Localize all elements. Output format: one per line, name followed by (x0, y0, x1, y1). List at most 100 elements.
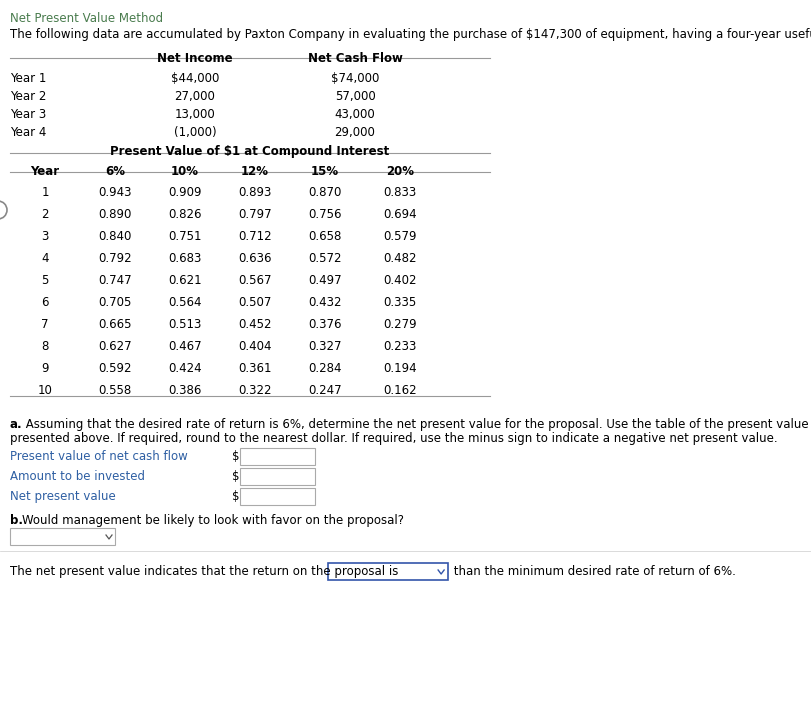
Text: 0.335: 0.335 (384, 296, 417, 309)
Text: than the minimum desired rate of return of 6%.: than the minimum desired rate of return … (450, 565, 736, 578)
Text: 0.792: 0.792 (98, 252, 132, 265)
Text: 0.452: 0.452 (238, 318, 272, 331)
Text: Year 3: Year 3 (10, 108, 46, 121)
Text: $74,000: $74,000 (331, 72, 380, 85)
Text: $44,000: $44,000 (171, 72, 219, 85)
Text: 0.870: 0.870 (308, 186, 341, 199)
Text: presented above. If required, round to the nearest dollar. If required, use the : presented above. If required, round to t… (10, 432, 778, 445)
Text: 0.513: 0.513 (169, 318, 202, 331)
Text: 0.284: 0.284 (308, 362, 341, 375)
Text: 29,000: 29,000 (335, 126, 375, 139)
Bar (240, 448, 315, 465)
Text: 0.233: 0.233 (384, 340, 417, 353)
Text: Year 2: Year 2 (10, 90, 46, 103)
Text: 0.322: 0.322 (238, 384, 272, 397)
Text: 15%: 15% (311, 165, 339, 178)
Text: 0.247: 0.247 (308, 384, 341, 397)
Text: 10%: 10% (171, 165, 199, 178)
Text: 9: 9 (41, 362, 49, 375)
Text: 0.567: 0.567 (238, 274, 272, 287)
Text: Present value of net cash flow: Present value of net cash flow (10, 450, 188, 463)
Text: 0.833: 0.833 (384, 186, 417, 199)
Text: 0.705: 0.705 (98, 296, 131, 309)
Text: 0.361: 0.361 (238, 362, 272, 375)
Text: Year 1: Year 1 (10, 72, 46, 85)
Text: 3: 3 (41, 230, 49, 243)
Text: 0.909: 0.909 (168, 186, 202, 199)
Text: 0.893: 0.893 (238, 186, 272, 199)
Text: 0.279: 0.279 (383, 318, 417, 331)
Text: 0.658: 0.658 (308, 230, 341, 243)
Text: $: $ (232, 490, 239, 503)
Text: Net Present Value Method: Net Present Value Method (10, 12, 163, 25)
Text: 0.558: 0.558 (98, 384, 131, 397)
Text: 12%: 12% (241, 165, 269, 178)
Text: 6: 6 (41, 296, 49, 309)
Text: 0.402: 0.402 (384, 274, 417, 287)
Text: 0.376: 0.376 (308, 318, 341, 331)
Text: 0.579: 0.579 (384, 230, 417, 243)
Bar (240, 488, 315, 505)
Text: 2: 2 (41, 208, 49, 221)
Text: 0.467: 0.467 (168, 340, 202, 353)
Text: 0.592: 0.592 (98, 362, 131, 375)
Text: 0.826: 0.826 (168, 208, 202, 221)
Text: 0.943: 0.943 (98, 186, 131, 199)
Text: 6%: 6% (105, 165, 125, 178)
Text: 0.194: 0.194 (383, 362, 417, 375)
Text: 7: 7 (41, 318, 49, 331)
Text: 8: 8 (41, 340, 49, 353)
Text: 0.665: 0.665 (98, 318, 131, 331)
Text: 0.683: 0.683 (169, 252, 202, 265)
Text: 5: 5 (41, 274, 49, 287)
Text: 0.386: 0.386 (169, 384, 202, 397)
Bar (10, 528, 115, 545)
Text: Net present value: Net present value (10, 490, 116, 503)
Text: 0.424: 0.424 (168, 362, 202, 375)
Text: 0.572: 0.572 (308, 252, 341, 265)
Text: The following data are accumulated by Paxton Company in evaluating the purchase : The following data are accumulated by Pa… (10, 28, 811, 41)
Text: Amount to be invested: Amount to be invested (10, 470, 145, 483)
Text: 0.497: 0.497 (308, 274, 341, 287)
Text: $: $ (232, 470, 239, 483)
Text: 13,000: 13,000 (174, 108, 216, 121)
Text: 1: 1 (41, 186, 49, 199)
Text: 0.756: 0.756 (308, 208, 341, 221)
Text: The net present value indicates that the return on the proposal is: The net present value indicates that the… (10, 565, 398, 578)
Text: Assuming that the desired rate of return is 6%, determine the net present value : Assuming that the desired rate of return… (22, 418, 811, 431)
Text: 0.797: 0.797 (238, 208, 272, 221)
Text: 43,000: 43,000 (335, 108, 375, 121)
Text: Would management be likely to look with favor on the proposal?: Would management be likely to look with … (22, 514, 404, 527)
Text: 0.747: 0.747 (98, 274, 132, 287)
Text: 0.482: 0.482 (384, 252, 417, 265)
Text: Present Value of $1 at Compound Interest: Present Value of $1 at Compound Interest (110, 145, 389, 158)
Text: 0.627: 0.627 (98, 340, 132, 353)
Text: 0.564: 0.564 (168, 296, 202, 309)
Text: 0.712: 0.712 (238, 230, 272, 243)
Text: Net Income: Net Income (157, 52, 233, 65)
Text: 0.621: 0.621 (168, 274, 202, 287)
Text: 10: 10 (37, 384, 53, 397)
Text: 0.840: 0.840 (98, 230, 131, 243)
Text: 0.162: 0.162 (383, 384, 417, 397)
Text: 0.694: 0.694 (383, 208, 417, 221)
Bar (328, 563, 448, 580)
Text: 20%: 20% (386, 165, 414, 178)
Text: 0.751: 0.751 (168, 230, 202, 243)
Text: 0.327: 0.327 (308, 340, 341, 353)
Text: 27,000: 27,000 (174, 90, 216, 103)
Text: a.: a. (10, 418, 23, 431)
Bar (240, 468, 315, 485)
Text: 0.404: 0.404 (238, 340, 272, 353)
Text: Year 4: Year 4 (10, 126, 46, 139)
Text: $: $ (232, 450, 239, 463)
Text: 0.890: 0.890 (98, 208, 131, 221)
Text: Net Cash Flow: Net Cash Flow (307, 52, 402, 65)
Text: 0.507: 0.507 (238, 296, 272, 309)
Text: 0.432: 0.432 (308, 296, 341, 309)
Text: 4: 4 (41, 252, 49, 265)
Text: (1,000): (1,000) (174, 126, 217, 139)
Text: Year: Year (31, 165, 59, 178)
Text: b.: b. (10, 514, 23, 527)
Text: 0.636: 0.636 (238, 252, 272, 265)
